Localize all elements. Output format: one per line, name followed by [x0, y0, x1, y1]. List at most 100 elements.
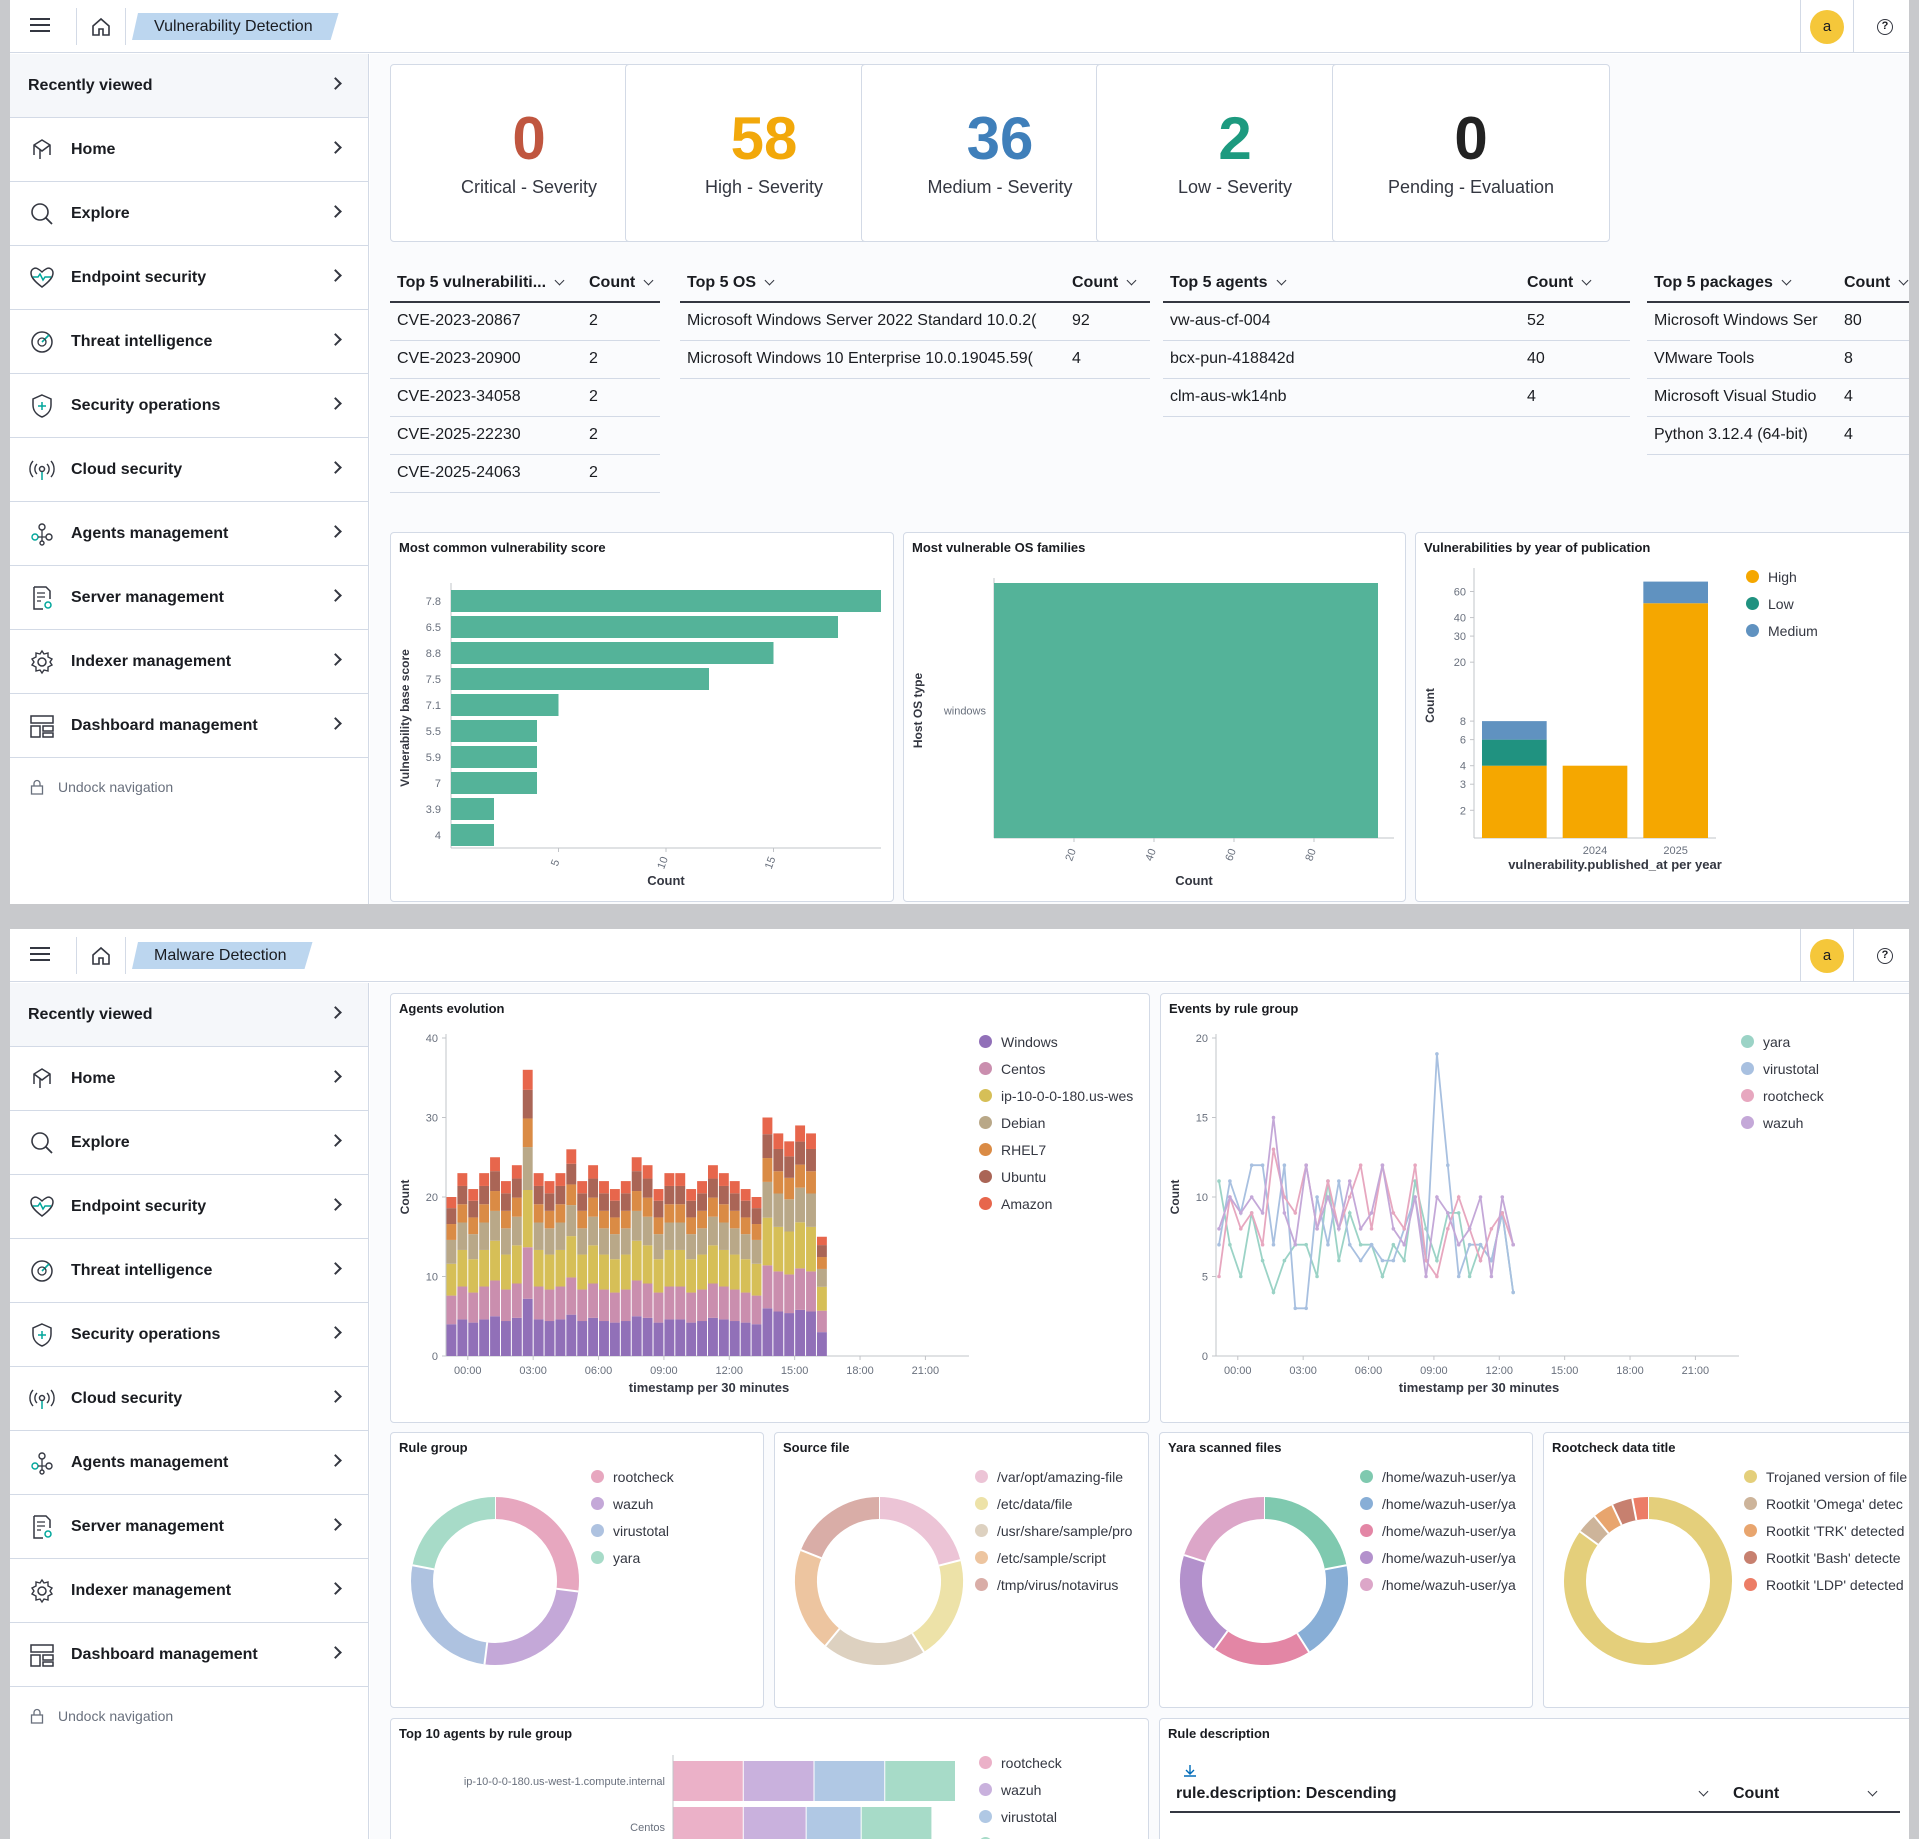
legend-item[interactable]: yara — [979, 1830, 1062, 1839]
breadcrumb[interactable]: Vulnerability Detection — [132, 13, 339, 40]
table-row[interactable]: CVE-2023-20867 2 — [390, 302, 660, 341]
column-header-count[interactable]: Count — [1065, 264, 1150, 303]
nav-item-security-operations[interactable]: Security operations — [10, 374, 368, 438]
nav-item-agents-management[interactable]: Agents management — [10, 502, 368, 566]
legend-item[interactable]: Centos — [979, 1055, 1133, 1082]
legend-item[interactable]: ip-10-0-0-180.us-wes — [979, 1082, 1133, 1109]
breadcrumb[interactable]: Malware Detection — [132, 942, 313, 969]
nav-item-home[interactable]: Home — [10, 1047, 368, 1111]
column-header-count[interactable]: Count — [1837, 264, 1909, 303]
legend-item[interactable]: rootcheck — [1741, 1082, 1824, 1109]
table-row[interactable]: vw-aus-cf-004 52 — [1163, 302, 1630, 341]
table-row[interactable]: CVE-2023-20900 2 — [390, 340, 660, 379]
legend-item[interactable]: wazuh — [591, 1490, 674, 1517]
legend-item[interactable]: /home/wazuh-user/ya — [1360, 1571, 1532, 1598]
severity-stat-card[interactable]: 2 Low - Severity — [1096, 64, 1374, 242]
nav-item-explore[interactable]: Explore — [10, 1111, 368, 1175]
nav-item-dashboard-management[interactable]: Dashboard management — [10, 1623, 368, 1687]
legend-item[interactable]: /var/opt/amazing-file — [975, 1463, 1147, 1490]
column-header[interactable]: Top 5 packages — [1647, 264, 1837, 303]
column-header-count[interactable]: Count — [1733, 1785, 1780, 1802]
column-header[interactable]: Top 5 vulnerabiliti... — [390, 264, 582, 303]
legend-item[interactable]: Rootkit 'LDP' detected — [1744, 1571, 1909, 1598]
sort-icon[interactable] — [1781, 275, 1792, 285]
avatar[interactable]: a — [1810, 938, 1844, 973]
legend-item[interactable]: High — [1746, 563, 1818, 590]
legend-item[interactable]: Debian — [979, 1109, 1133, 1136]
legend-item[interactable]: Low — [1746, 590, 1818, 617]
legend-item[interactable]: yara — [1741, 1028, 1824, 1055]
legend-item[interactable]: /etc/data/file — [975, 1490, 1147, 1517]
table-row[interactable]: VMware Tools 8 — [1647, 340, 1909, 379]
sort-icon[interactable] — [1698, 1786, 1709, 1796]
nav-item-threat-intelligence[interactable]: Threat intelligence — [10, 1239, 368, 1303]
severity-stat-card[interactable]: 0 Critical - Severity — [390, 64, 668, 242]
nav-item-indexer-management[interactable]: Indexer management — [10, 630, 368, 694]
sort-icon[interactable] — [643, 275, 654, 285]
table-row[interactable]: Microsoft Windows Server 2022 Standard 1… — [680, 302, 1150, 341]
table-row[interactable]: CVE-2025-22230 2 — [390, 416, 660, 455]
sort-icon[interactable] — [764, 275, 775, 285]
legend-item[interactable]: /tmp/virus/notavirus — [975, 1571, 1147, 1598]
legend-item[interactable]: Rootkit 'Omega' detec — [1744, 1490, 1909, 1517]
severity-stat-card[interactable]: 36 Medium - Severity — [861, 64, 1139, 242]
legend-item[interactable]: wazuh — [979, 1776, 1062, 1803]
table-row[interactable]: CVE-2025-24063 2 — [390, 454, 660, 493]
sort-icon[interactable] — [1581, 275, 1592, 285]
legend-item[interactable]: /home/wazuh-user/ya — [1360, 1463, 1532, 1490]
severity-stat-card[interactable]: 58 High - Severity — [625, 64, 903, 242]
table-row[interactable]: Microsoft Windows 10 Enterprise 10.0.190… — [680, 340, 1150, 379]
sort-icon[interactable] — [1276, 275, 1286, 285]
legend-item[interactable]: rootcheck — [591, 1463, 674, 1490]
legend-item[interactable]: virustotal — [979, 1803, 1062, 1830]
nav-item-agents-management[interactable]: Agents management — [10, 1431, 368, 1495]
nav-item-home[interactable]: Home — [10, 118, 368, 182]
legend-item[interactable]: Windows — [979, 1028, 1133, 1055]
nav-item-security-operations[interactable]: Security operations — [10, 1303, 368, 1367]
sort-icon[interactable] — [1867, 1786, 1878, 1796]
help-icon[interactable]: ? — [1877, 948, 1893, 964]
nav-item-indexer-management[interactable]: Indexer management — [10, 1559, 368, 1623]
undock-navigation-button[interactable]: Undock navigation — [10, 758, 368, 816]
table-row[interactable]: Microsoft Visual Studio 4 — [1647, 378, 1909, 417]
nav-item-dashboard-management[interactable]: Dashboard management — [10, 694, 368, 758]
legend-item[interactable]: /home/wazuh-user/ya — [1360, 1490, 1532, 1517]
recently-viewed-item[interactable]: Recently viewed — [10, 54, 368, 118]
recently-viewed-item[interactable]: Recently viewed — [10, 983, 368, 1047]
nav-item-server-management[interactable]: Server management — [10, 1495, 368, 1559]
user-menu[interactable]: a — [1800, 929, 1854, 982]
legend-item[interactable]: Amazon — [979, 1190, 1133, 1217]
nav-item-server-management[interactable]: Server management — [10, 566, 368, 630]
legend-item[interactable]: wazuh — [1741, 1109, 1824, 1136]
table-row[interactable]: bcx-pun-418842d 40 — [1163, 340, 1630, 379]
user-menu[interactable]: a — [1800, 0, 1854, 53]
column-header[interactable]: Top 5 OS — [680, 264, 1065, 303]
table-row[interactable]: Python 3.12.4 (64-bit) 4 — [1647, 416, 1909, 455]
table-row[interactable]: Microsoft Windows Ser 80 — [1647, 302, 1909, 341]
legend-item[interactable]: RHEL7 — [979, 1136, 1133, 1163]
legend-item[interactable]: /usr/share/sample/pro — [975, 1517, 1147, 1544]
menu-icon[interactable] — [28, 943, 52, 967]
table-row[interactable]: CVE-2023-34058 2 — [390, 378, 660, 417]
nav-item-endpoint-security[interactable]: Endpoint security — [10, 246, 368, 310]
download-icon[interactable] — [1182, 1763, 1198, 1779]
nav-item-explore[interactable]: Explore — [10, 182, 368, 246]
legend-item[interactable]: rootcheck — [979, 1749, 1062, 1776]
column-header-count[interactable]: Count — [582, 264, 660, 303]
undock-navigation-button[interactable]: Undock navigation — [10, 1687, 368, 1745]
legend-item[interactable]: Rootkit 'Bash' detecte — [1744, 1544, 1909, 1571]
legend-item[interactable]: Rootkit 'TRK' detected — [1744, 1517, 1909, 1544]
legend-item[interactable]: virustotal — [591, 1517, 674, 1544]
sort-icon[interactable] — [1898, 275, 1909, 285]
nav-item-cloud-security[interactable]: Cloud security — [10, 1367, 368, 1431]
column-header-description[interactable]: rule.description: Descending — [1176, 1785, 1397, 1802]
severity-stat-card[interactable]: 0 Pending - Evaluation — [1332, 64, 1610, 242]
legend-item[interactable]: /etc/sample/script — [975, 1544, 1147, 1571]
table-row[interactable]: clm-aus-wk14nb 4 — [1163, 378, 1630, 417]
legend-item[interactable]: Trojaned version of file — [1744, 1463, 1909, 1490]
help-icon[interactable]: ? — [1877, 19, 1893, 35]
nav-item-endpoint-security[interactable]: Endpoint security — [10, 1175, 368, 1239]
sort-icon[interactable] — [554, 275, 565, 285]
sort-icon[interactable] — [1126, 275, 1137, 285]
menu-icon[interactable] — [28, 14, 52, 38]
